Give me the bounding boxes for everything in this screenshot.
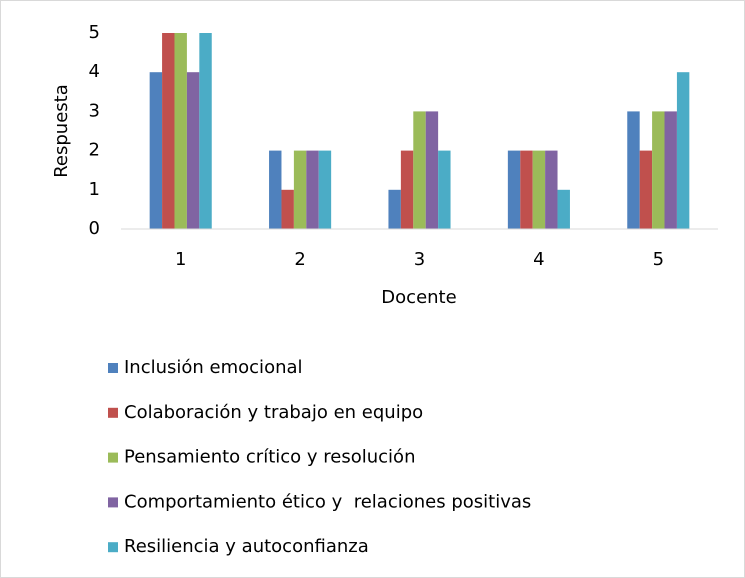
bar — [199, 33, 212, 229]
legend-swatch — [108, 452, 118, 463]
bar — [413, 111, 426, 229]
bar — [281, 189, 294, 229]
bar — [532, 150, 546, 229]
bar — [293, 150, 307, 229]
bar — [388, 189, 401, 229]
bar — [425, 111, 439, 229]
bar — [400, 150, 414, 229]
y-tick-label: 1 — [89, 179, 100, 200]
y-tick-label: 4 — [89, 61, 100, 82]
bar — [676, 72, 690, 229]
bar — [557, 189, 570, 229]
y-tick-label: 0 — [89, 218, 100, 239]
bar — [149, 72, 163, 229]
bar — [306, 150, 319, 229]
legend-swatch — [108, 363, 118, 373]
x-axis-label: Docente — [381, 287, 456, 308]
x-tick-label: 2 — [294, 249, 305, 270]
bar — [652, 111, 665, 229]
legend-swatch — [108, 407, 118, 418]
x-tick-label: 5 — [653, 249, 664, 270]
bar — [545, 150, 558, 229]
bar — [627, 111, 640, 229]
y-axis-label: Respuesta — [51, 84, 72, 178]
bar — [438, 150, 451, 229]
legend-label: Inclusión emocional — [124, 357, 303, 378]
legend-swatch — [108, 497, 118, 508]
legend-label: Comportamiento ético y relaciones positi… — [124, 491, 531, 512]
bar — [507, 150, 521, 229]
x-tick-label: 1 — [175, 249, 186, 270]
bar — [664, 111, 677, 229]
x-tick-label: 3 — [414, 249, 425, 270]
y-tick-label: 2 — [89, 140, 100, 161]
bar — [269, 150, 282, 229]
y-tick-label: 5 — [89, 22, 100, 43]
bar — [639, 150, 653, 229]
legend-label: Pensamiento crítico y resolución — [124, 447, 415, 468]
x-tick-label: 4 — [533, 249, 544, 270]
y-tick-label: 3 — [89, 100, 100, 121]
bar — [186, 72, 200, 229]
bar — [520, 150, 533, 229]
legend-swatch — [108, 542, 118, 553]
bar — [318, 150, 332, 229]
legend-label: Resiliencia y autoconfianza — [124, 536, 369, 557]
bar — [162, 33, 175, 229]
bar — [174, 33, 187, 229]
legend-label: Colaboración y trabajo en equipo — [124, 402, 423, 423]
